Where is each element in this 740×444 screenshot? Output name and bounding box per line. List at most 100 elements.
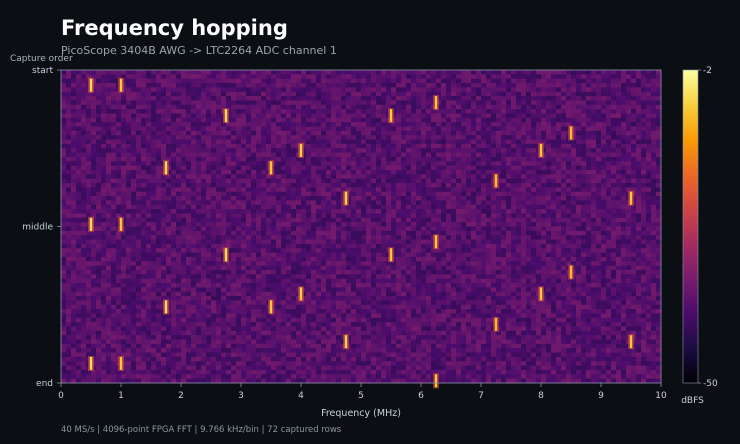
heatmap-cell — [551, 169, 557, 175]
heatmap-cell — [416, 135, 422, 140]
heatmap-cell — [196, 165, 202, 171]
heatmap-cell — [566, 100, 572, 106]
heatmap-cell — [86, 156, 92, 162]
heatmap-cell — [106, 191, 112, 197]
heatmap-cell — [191, 74, 197, 80]
heatmap-cell — [126, 222, 132, 227]
heatmap-cell — [421, 243, 427, 249]
heatmap-cell — [426, 117, 432, 123]
heatmap-cell — [576, 226, 582, 232]
heatmap-cell — [171, 139, 177, 145]
heatmap-cell — [641, 130, 647, 136]
heatmap-cell — [151, 235, 157, 240]
heatmap-cell — [626, 156, 632, 162]
heatmap-cell — [506, 187, 512, 193]
heatmap-cell — [591, 191, 597, 197]
heatmap-cell — [466, 139, 472, 145]
heatmap-cell — [556, 130, 562, 136]
heatmap-cell — [151, 187, 157, 193]
heatmap-cell — [111, 126, 117, 132]
heatmap-cell — [76, 74, 82, 80]
heatmap-cell — [636, 135, 642, 140]
heatmap-cell — [101, 78, 107, 84]
heatmap-cell — [251, 213, 257, 219]
heatmap-cell — [471, 169, 477, 175]
heatmap-cell — [441, 135, 447, 140]
heatmap-cell — [626, 148, 632, 153]
heatmap-cell — [441, 143, 447, 149]
heatmap-cell — [321, 104, 327, 110]
heatmap-cell — [116, 100, 122, 106]
heatmap-cell — [286, 148, 292, 153]
heatmap-cell — [126, 204, 132, 210]
heatmap-cell — [321, 96, 327, 101]
heatmap-cell — [286, 230, 292, 236]
heatmap-cell — [241, 248, 247, 253]
heatmap-cell — [211, 243, 217, 249]
heatmap-cell — [96, 191, 102, 197]
heatmap-cell — [471, 200, 477, 206]
heatmap-cell — [221, 174, 227, 180]
heatmap-cell — [356, 104, 362, 110]
heatmap-cell — [106, 213, 112, 219]
heatmap-cell — [256, 130, 262, 136]
heatmap-cell — [416, 239, 422, 245]
heatmap-cell — [241, 100, 247, 106]
heatmap-cell — [566, 183, 572, 188]
heatmap-cell — [101, 70, 107, 75]
heatmap-cell — [281, 122, 287, 127]
heatmap-cell — [646, 174, 652, 180]
heatmap-cell — [151, 100, 157, 106]
heatmap-cell — [581, 161, 587, 167]
heatmap-cell — [606, 222, 612, 227]
heatmap-cell — [76, 230, 82, 236]
heatmap-cell — [651, 204, 657, 210]
heatmap-cell — [426, 130, 432, 136]
heatmap-cell — [261, 83, 267, 88]
heatmap-cell — [436, 74, 442, 80]
heatmap-cell — [516, 174, 522, 180]
heatmap-cell — [656, 169, 662, 175]
heatmap-cell — [316, 204, 322, 210]
heatmap-cell — [416, 248, 422, 253]
heatmap-cell — [91, 152, 97, 158]
heatmap-cell — [401, 130, 407, 136]
heatmap-cell — [556, 161, 562, 167]
heatmap-cell — [161, 109, 167, 114]
heatmap-cell — [576, 109, 582, 114]
heatmap-cell — [76, 126, 82, 132]
heatmap-cell — [261, 74, 267, 80]
heatmap-cell — [126, 226, 132, 232]
heatmap-cell — [386, 122, 392, 127]
heatmap-cell — [546, 226, 552, 232]
heatmap-cell — [311, 100, 317, 106]
heatmap-cell — [561, 83, 567, 88]
heatmap-cell — [361, 143, 367, 149]
heatmap-cell — [476, 109, 482, 114]
heatmap-cell — [181, 122, 187, 127]
heatmap-cell — [451, 139, 457, 145]
heatmap-cell — [101, 204, 107, 210]
heatmap-cell — [471, 209, 477, 214]
heatmap-cell — [361, 174, 367, 180]
heatmap-cell — [131, 187, 137, 193]
heatmap-cell — [466, 130, 472, 136]
heatmap-cell — [411, 165, 417, 171]
heatmap-cell — [141, 122, 147, 127]
heatmap-cell — [586, 204, 592, 210]
heatmap-cell — [401, 230, 407, 236]
heatmap-cell — [466, 204, 472, 210]
heatmap-cell — [276, 122, 282, 127]
heatmap-cell — [76, 109, 82, 114]
heatmap-cell — [151, 91, 157, 97]
heatmap-cell — [121, 113, 127, 119]
heatmap-cell — [371, 187, 377, 193]
heatmap-cell — [546, 174, 552, 180]
heatmap-cell — [586, 217, 592, 223]
heatmap-cell — [456, 143, 462, 149]
heatmap-cell — [111, 91, 117, 97]
heatmap-cell — [636, 148, 642, 153]
heatmap-cell — [516, 152, 522, 158]
heatmap-cell — [491, 161, 497, 167]
heatmap-cell — [611, 169, 617, 175]
